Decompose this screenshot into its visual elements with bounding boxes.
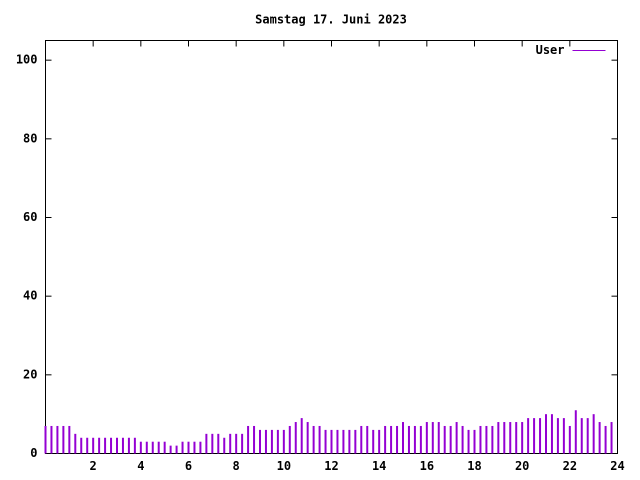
y-tick-label: 60 bbox=[23, 210, 37, 224]
y-tick-label: 100 bbox=[16, 53, 38, 67]
y-tick-label: 0 bbox=[30, 446, 37, 460]
x-tick-label: 22 bbox=[563, 459, 577, 473]
y-tick-label: 40 bbox=[23, 289, 37, 303]
chart-title: Samstag 17. Juni 2023 bbox=[255, 13, 407, 27]
x-tick-label: 18 bbox=[467, 459, 481, 473]
x-tick-label: 12 bbox=[324, 459, 338, 473]
x-tick-label: 8 bbox=[233, 459, 240, 473]
x-tick-label: 16 bbox=[420, 459, 434, 473]
y-tick-label: 80 bbox=[23, 131, 37, 145]
x-tick-label: 24 bbox=[610, 459, 624, 473]
x-tick-label: 4 bbox=[137, 459, 144, 473]
x-tick-label: 6 bbox=[185, 459, 192, 473]
y-tick-label: 20 bbox=[23, 367, 37, 381]
x-tick-label: 10 bbox=[277, 459, 291, 473]
x-tick-label: 14 bbox=[372, 459, 386, 473]
legend-label: User bbox=[536, 43, 565, 57]
x-tick-label: 2 bbox=[90, 459, 97, 473]
x-tick-label: 20 bbox=[515, 459, 529, 473]
